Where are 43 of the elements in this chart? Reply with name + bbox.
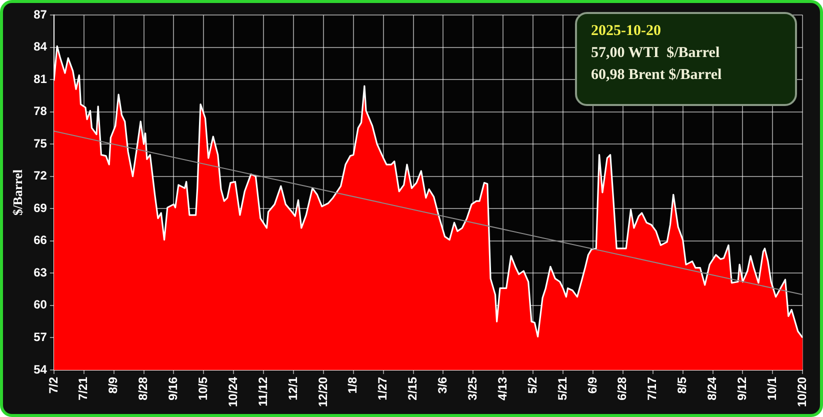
annotation: 60,98 Brent $/Barrel <box>591 66 723 85</box>
x-tick-label: 7/17 <box>645 376 660 400</box>
y-tick-label: 87 <box>34 7 48 22</box>
y-tick-label: 84 <box>34 40 48 54</box>
x-tick-label: 3/25 <box>466 376 480 400</box>
x-tick-label: 12/20 <box>316 376 330 407</box>
x-tick-label: 4/13 <box>495 376 510 400</box>
x-tick-label: 6/9 <box>585 376 600 394</box>
x-tick-label: 1/8 <box>346 376 360 394</box>
x-tick-label: 11/12 <box>256 376 270 406</box>
x-tick-label: 12/1 <box>286 376 300 400</box>
y-tick-label: 54 <box>34 362 48 376</box>
y-tick-label: 72 <box>34 168 48 183</box>
y-axis-title: $/Barrel <box>10 169 26 216</box>
info-box: 2025-10-20 57,00 WTI $/Barrel 60,98 Brent $/Barrel <box>575 12 797 106</box>
x-tick-label: 8/28 <box>136 376 150 400</box>
x-tick-label: 5/21 <box>555 376 570 400</box>
x-tick-label: 7/2 <box>46 376 60 394</box>
x-tick-label: 9/16 <box>166 376 180 400</box>
annotation: 57,00 WTI $/Barrel <box>591 44 721 63</box>
x-tick-label: 7/21 <box>76 376 90 400</box>
x-tick-label: 1/27 <box>376 376 390 400</box>
y-tick-label: 81 <box>34 72 48 86</box>
x-tick-label: 3/6 <box>436 376 450 394</box>
x-tick-label: 2/15 <box>406 376 420 400</box>
x-tick-label: 10/1 <box>764 376 779 400</box>
x-tick-label: 5/2 <box>525 376 540 394</box>
x-tick-label: 10/24 <box>226 376 240 407</box>
y-tick-label: 75 <box>34 136 48 150</box>
y-tick-label: 57 <box>34 330 48 344</box>
y-tick-label: 63 <box>34 265 48 280</box>
y-tick-label: 60 <box>34 298 48 312</box>
y-tick-label: 78 <box>34 104 48 118</box>
x-tick-label: 9/12 <box>735 376 750 400</box>
x-tick-label: 8/9 <box>106 376 120 394</box>
y-tick-label: 69 <box>34 200 48 215</box>
x-tick-label: 8/24 <box>705 376 720 400</box>
x-tick-label: 10/5 <box>196 376 210 400</box>
x-tick-label: 10/20 <box>794 376 809 407</box>
annotation: 2025-10-20 <box>591 22 662 41</box>
y-tick-label: 66 <box>34 233 48 248</box>
x-tick-label: 8/5 <box>675 376 690 394</box>
x-tick-label: 6/28 <box>615 376 630 400</box>
